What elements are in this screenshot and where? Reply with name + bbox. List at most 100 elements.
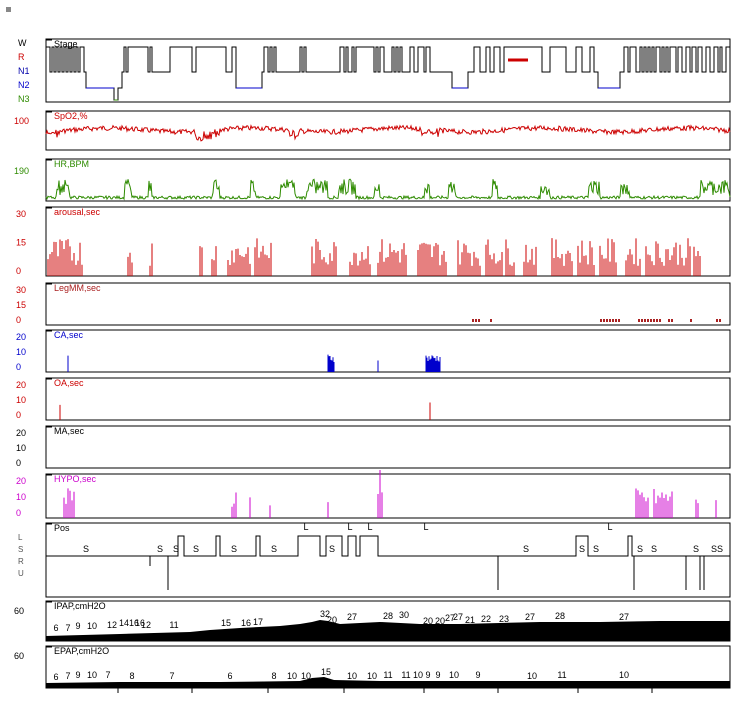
legmm-event-mark [641,319,643,322]
ca-tick-label: 20 [16,332,26,342]
panel-frame-legmm [45,282,731,326]
position-label: L [347,522,352,532]
ipap-value-label: 7 [65,623,70,633]
pos-tick-label: L [18,533,23,542]
ipap-value-label: 16 [129,618,139,628]
legmm-event-mark [490,319,492,322]
panel-frame-ma [45,425,731,469]
position-label: S [271,544,277,554]
legmm-event-mark [600,319,602,322]
panel-label-stage: Stage [54,39,78,49]
ma-tick-label: 0 [16,458,21,468]
ipap-value-label: 28 [383,611,393,621]
position-label: S [693,544,699,554]
hr-tick-label: 190 [14,166,29,176]
epap-value-label: 10 [619,670,629,680]
legmm-event-mark [644,319,646,322]
panel-frame-oa [45,377,731,421]
panel-frame-ca [45,329,731,373]
position-label: S [579,544,585,554]
panel-label-oa: OA,sec [54,378,84,388]
position-label: S [231,544,237,554]
ipap-value-label: 27 [347,612,357,622]
stage-tick-label: R [18,52,25,62]
panel-label-ipap: IPAP,cmH2O [54,601,106,611]
oa-tick-label: 20 [16,380,26,390]
ca-tick-label: 10 [16,347,26,357]
epap-value-label: 8 [129,671,134,681]
legmm-event-mark [690,319,692,322]
position-label: S [157,544,163,554]
epap-value-label: 10 [449,670,459,680]
position-label: S [717,544,723,554]
pos-tick-label: R [18,557,24,566]
spo2-trace [45,124,731,142]
epap-value-label: 8 [271,671,276,681]
position-label: S [83,544,89,554]
epap-value-label: 6 [53,672,58,682]
position-label: L [303,522,308,532]
ipap-value-label: 9 [75,621,80,631]
arousal-tick-label: 15 [16,238,26,248]
epap-value-label: 6 [227,671,232,681]
legmm-event-mark [606,319,608,322]
hypo-tick-label: 20 [16,476,26,486]
epap-area [46,677,730,688]
epap-value-label: 11 [557,670,566,680]
legmm-tick-label: 0 [16,315,21,325]
ipap-tick-label: 60 [14,606,24,616]
ipap-value-label: 20 [423,616,433,626]
legmm-tick-label: 15 [16,300,26,310]
ipap-value-label: 27 [525,612,535,622]
ca-tick-label: 0 [16,362,21,372]
pos-tick-label: S [18,545,23,554]
panel-label-pos: Pos [54,523,70,533]
legmm-event-mark [647,319,649,322]
stage-tick-label: W [18,38,27,48]
legmm-event-mark [656,319,658,322]
legmm-event-mark [603,319,605,322]
arousal-tick-label: 0 [16,266,21,276]
ipap-value-label: 22 [481,614,491,624]
ipap-value-label: 16 [241,618,251,628]
ipap-value-label: 15 [221,618,231,628]
panel-frame-stage [45,38,731,103]
ipap-value-label: 27 [619,612,629,622]
epap-value-label: 10 [413,670,423,680]
ipap-value-label: 21 [465,615,475,625]
epap-value-label: 9 [75,670,80,680]
ma-tick-label: 20 [16,428,26,438]
position-label: L [607,522,612,532]
hypo-tick-label: 10 [16,492,26,502]
legmm-event-mark [719,319,721,322]
position-label: S [329,544,335,554]
epap-value-label: 15 [321,667,331,677]
position-label: S [193,544,199,554]
epap-value-label: 9 [425,670,430,680]
legmm-event-mark [668,319,670,322]
position-label: S [651,544,657,554]
ipap-value-label: 17 [253,617,263,627]
ipap-value-label: 30 [399,610,409,620]
legmm-event-mark [615,319,617,322]
panel-label-epap: EPAP,cmH2O [54,646,109,656]
stage-hypnogram-line [46,46,730,101]
stage-tick-label: N2 [18,80,30,90]
ipap-value-label: 32 [320,609,330,619]
position-label: S [711,544,717,554]
ipap-value-label: 6 [53,623,58,633]
ipap-value-label: 23 [499,614,509,624]
spo2-tick-label: 100 [14,116,29,126]
hypo-tick-label: 0 [16,508,21,518]
position-label: S [523,544,529,554]
epap-value-label: 10 [367,671,377,681]
oa-tick-label: 0 [16,410,21,420]
epap-value-label: 10 [347,671,357,681]
ipap-value-label: 12 [107,620,117,630]
epap-tick-label: 60 [14,651,24,661]
window-marker [6,7,11,12]
ma-tick-label: 10 [16,443,26,453]
epap-value-label: 11 [401,670,410,680]
legmm-event-mark [475,319,477,322]
